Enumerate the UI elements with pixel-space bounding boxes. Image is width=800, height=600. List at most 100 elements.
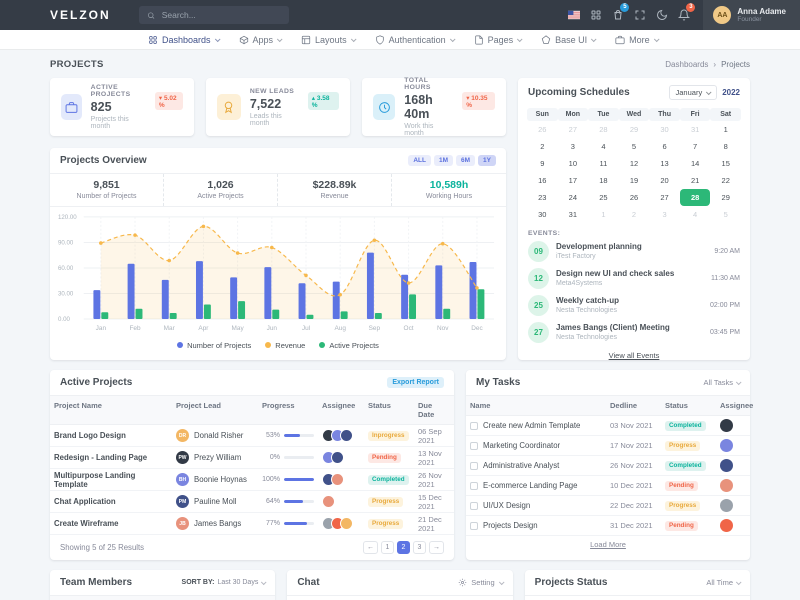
- calendar-day[interactable]: 2: [631, 210, 637, 219]
- assignee-avatar[interactable]: [331, 473, 344, 486]
- project-name[interactable]: Redesign - Landing Page: [54, 453, 148, 462]
- assignee-avatar[interactable]: [322, 495, 335, 508]
- assignee-avatar[interactable]: [331, 451, 344, 464]
- calendar-day[interactable]: 1: [723, 125, 728, 134]
- team-sort-select[interactable]: SORT BY: Last 30 Days: [182, 578, 267, 586]
- breadcrumb-item[interactable]: Dashboards: [665, 60, 709, 69]
- calendar-day[interactable]: 25: [599, 193, 608, 202]
- task-checkbox[interactable]: [470, 501, 478, 510]
- calendar-day[interactable]: 30: [538, 210, 547, 219]
- menu-item-pages[interactable]: Pages: [474, 35, 523, 45]
- calendar-day[interactable]: 28: [679, 189, 711, 206]
- chat-settings-select[interactable]: Setting: [458, 578, 505, 587]
- calendar-day[interactable]: 5: [723, 210, 728, 219]
- task-checkbox[interactable]: [470, 441, 478, 450]
- calendar-day[interactable]: 13: [660, 159, 669, 168]
- event-item[interactable]: 27 James Bangs (Client) Meeting Nesta Tech…: [528, 322, 740, 343]
- menu-item-dashboards[interactable]: Dashboards: [148, 35, 221, 45]
- range-button-all[interactable]: ALL: [408, 155, 431, 166]
- calendar-day[interactable]: 3: [662, 210, 667, 219]
- calendar-day[interactable]: 3: [570, 142, 575, 151]
- month-select[interactable]: January: [668, 85, 718, 100]
- calendar-day[interactable]: 27: [568, 125, 578, 134]
- calendar-day[interactable]: 6: [662, 142, 667, 151]
- breadcrumb-item[interactable]: Projects: [721, 60, 750, 69]
- calendar-day[interactable]: 29: [721, 193, 730, 202]
- assignee-avatar[interactable]: [340, 517, 353, 530]
- calendar-day[interactable]: 9: [540, 159, 545, 168]
- calendar-day[interactable]: 11: [599, 159, 608, 168]
- calendar-day[interactable]: 2: [540, 142, 545, 151]
- calendar-day[interactable]: 26: [538, 125, 547, 134]
- dark-mode-moon-icon[interactable]: [651, 0, 673, 30]
- pagination-prev[interactable]: ←: [363, 541, 378, 554]
- load-more-link[interactable]: Load More: [590, 540, 626, 549]
- task-checkbox[interactable]: [470, 481, 478, 490]
- calendar-day[interactable]: 27: [660, 193, 669, 202]
- task-checkbox[interactable]: [470, 521, 478, 530]
- event-item[interactable]: 25 Weekly catch-up Nesta Technologies 02:00…: [528, 295, 740, 316]
- calendar-day[interactable]: 26: [629, 193, 639, 202]
- calendar-day[interactable]: 19: [629, 176, 639, 185]
- task-checkbox[interactable]: [470, 421, 478, 430]
- calendar-day[interactable]: 24: [568, 193, 578, 202]
- event-item[interactable]: 12 Design new UI and check sales Meta4Syst…: [528, 268, 740, 289]
- calendar-day[interactable]: 14: [690, 159, 700, 168]
- cart-icon[interactable]: 5: [607, 0, 630, 30]
- calendar-day[interactable]: 29: [629, 125, 639, 134]
- menu-item-authentication[interactable]: Authentication: [375, 35, 456, 45]
- apps-grid-icon[interactable]: [585, 0, 607, 30]
- calendar-day[interactable]: 17: [568, 176, 578, 185]
- task-checkbox[interactable]: [470, 461, 478, 470]
- brand-logo[interactable]: VELZON: [50, 8, 111, 22]
- pagination-page[interactable]: 2: [397, 541, 410, 554]
- notifications-bell-icon[interactable]: 3: [673, 0, 696, 30]
- project-name[interactable]: Multipurpose Landing Template: [54, 470, 136, 489]
- range-button-6m[interactable]: 6M: [456, 155, 476, 166]
- calendar-day[interactable]: 21: [690, 176, 700, 185]
- search-input[interactable]: [159, 9, 281, 21]
- user-menu[interactable]: AA Anna Adame Founder: [703, 0, 800, 30]
- calendar-day[interactable]: 10: [568, 159, 578, 168]
- menu-item-base-ui[interactable]: Base UI: [541, 35, 597, 45]
- calendar-day[interactable]: 18: [599, 176, 608, 185]
- pagination-page[interactable]: 3: [413, 541, 426, 554]
- project-name[interactable]: Chat Application: [54, 497, 116, 506]
- calendar-day[interactable]: 5: [631, 142, 637, 151]
- view-all-events-link[interactable]: View all Events: [608, 351, 660, 360]
- calendar-day[interactable]: 20: [660, 176, 669, 185]
- export-report-button[interactable]: Export Report: [387, 377, 444, 388]
- calendar-day[interactable]: 4: [693, 210, 698, 219]
- menu-item-more[interactable]: More: [615, 35, 660, 45]
- range-button-1m[interactable]: 1M: [433, 155, 454, 166]
- task-assignee-avatar[interactable]: [720, 439, 733, 452]
- pagination-next[interactable]: →: [429, 541, 444, 554]
- calendar-day[interactable]: 28: [599, 125, 608, 134]
- calendar-day[interactable]: 23: [538, 193, 547, 202]
- task-assignee-avatar[interactable]: [720, 459, 733, 472]
- task-assignee-avatar[interactable]: [720, 419, 733, 432]
- pagination-page[interactable]: 1: [381, 541, 394, 554]
- calendar-day[interactable]: 12: [629, 159, 639, 168]
- task-assignee-avatar[interactable]: [720, 499, 733, 512]
- task-assignee-avatar[interactable]: [720, 519, 733, 532]
- project-name[interactable]: Create Wireframe: [54, 519, 119, 528]
- assignee-avatar[interactable]: [340, 429, 353, 442]
- menu-item-apps[interactable]: Apps: [239, 35, 283, 45]
- tasks-filter-select[interactable]: All Tasks: [704, 378, 742, 387]
- calendar-day[interactable]: 8: [723, 142, 728, 151]
- language-flag-icon[interactable]: [563, 0, 585, 30]
- calendar-day[interactable]: 31: [690, 125, 700, 134]
- calendar-day[interactable]: 1: [601, 210, 606, 219]
- status-filter-select[interactable]: All Time: [706, 578, 742, 587]
- project-name[interactable]: Brand Logo Design: [54, 431, 126, 440]
- event-item[interactable]: 09 Development planning iTest Factory 9:20 …: [528, 241, 740, 262]
- task-assignee-avatar[interactable]: [720, 479, 733, 492]
- menu-item-layouts[interactable]: Layouts: [301, 35, 357, 45]
- calendar-day[interactable]: 7: [693, 142, 698, 151]
- calendar-day[interactable]: 30: [660, 125, 669, 134]
- calendar-day[interactable]: 16: [538, 176, 547, 185]
- calendar-day[interactable]: 15: [721, 159, 730, 168]
- calendar-day[interactable]: 22: [721, 176, 730, 185]
- calendar-day[interactable]: 4: [601, 142, 606, 151]
